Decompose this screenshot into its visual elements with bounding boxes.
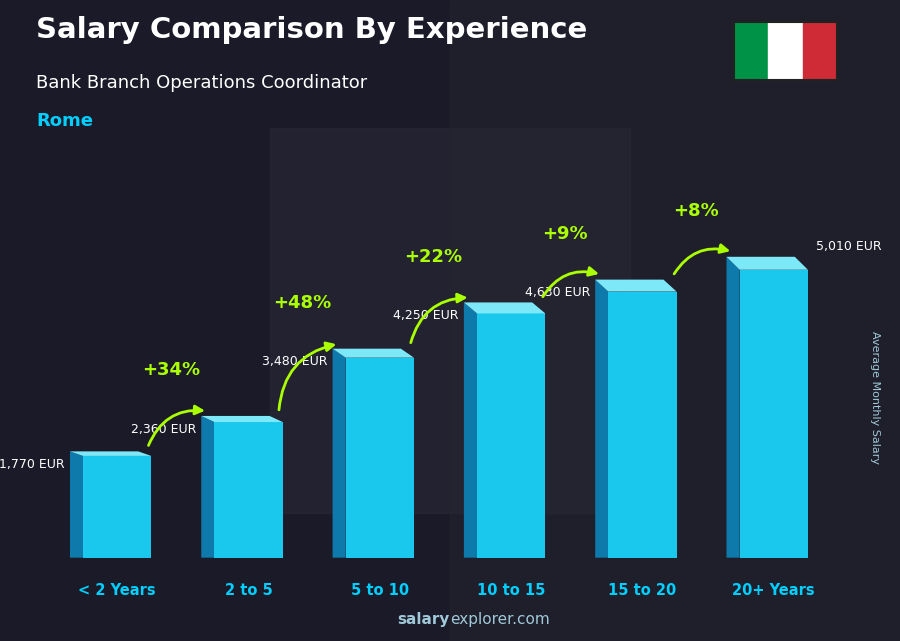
Text: Bank Branch Operations Coordinator: Bank Branch Operations Coordinator <box>36 74 367 92</box>
Text: 2 to 5: 2 to 5 <box>225 583 273 597</box>
Text: 2,360 EUR: 2,360 EUR <box>130 422 196 436</box>
Polygon shape <box>595 279 608 558</box>
Text: Salary Comparison By Experience: Salary Comparison By Experience <box>36 16 587 44</box>
Polygon shape <box>333 349 346 558</box>
Text: +48%: +48% <box>274 294 331 312</box>
Text: 15 to 20: 15 to 20 <box>608 583 677 597</box>
Text: salary: salary <box>398 612 450 627</box>
Bar <box>477 313 545 558</box>
Polygon shape <box>464 303 545 313</box>
Text: 1,770 EUR: 1,770 EUR <box>0 458 65 471</box>
Bar <box>270 128 630 513</box>
Text: 5 to 10: 5 to 10 <box>351 583 409 597</box>
Text: Rome: Rome <box>36 112 93 130</box>
Bar <box>803 22 837 80</box>
Text: +22%: +22% <box>405 248 463 266</box>
Bar <box>734 22 768 80</box>
Text: 10 to 15: 10 to 15 <box>477 583 545 597</box>
Bar <box>214 422 283 558</box>
Text: +9%: +9% <box>542 225 588 243</box>
Text: +8%: +8% <box>673 202 719 220</box>
Text: 4,250 EUR: 4,250 EUR <box>393 309 459 322</box>
Bar <box>450 0 900 641</box>
Polygon shape <box>202 416 214 558</box>
Polygon shape <box>726 257 740 558</box>
Bar <box>346 358 414 558</box>
Text: 5,010 EUR: 5,010 EUR <box>815 240 881 253</box>
Polygon shape <box>70 451 83 558</box>
Polygon shape <box>726 257 808 270</box>
Polygon shape <box>595 279 677 292</box>
Text: Average Monthly Salary: Average Monthly Salary <box>869 331 880 464</box>
Bar <box>83 456 151 558</box>
Polygon shape <box>464 303 477 558</box>
Text: < 2 Years: < 2 Years <box>78 583 156 597</box>
Polygon shape <box>70 451 151 456</box>
Bar <box>608 292 677 558</box>
Text: 3,480 EUR: 3,480 EUR <box>262 355 328 369</box>
Polygon shape <box>333 349 414 358</box>
Text: +34%: +34% <box>142 362 200 379</box>
Bar <box>768 22 803 80</box>
Text: 20+ Years: 20+ Years <box>733 583 815 597</box>
Polygon shape <box>202 416 283 422</box>
Bar <box>740 270 808 558</box>
Text: explorer.com: explorer.com <box>450 612 550 627</box>
Text: 4,630 EUR: 4,630 EUR <box>525 287 590 299</box>
